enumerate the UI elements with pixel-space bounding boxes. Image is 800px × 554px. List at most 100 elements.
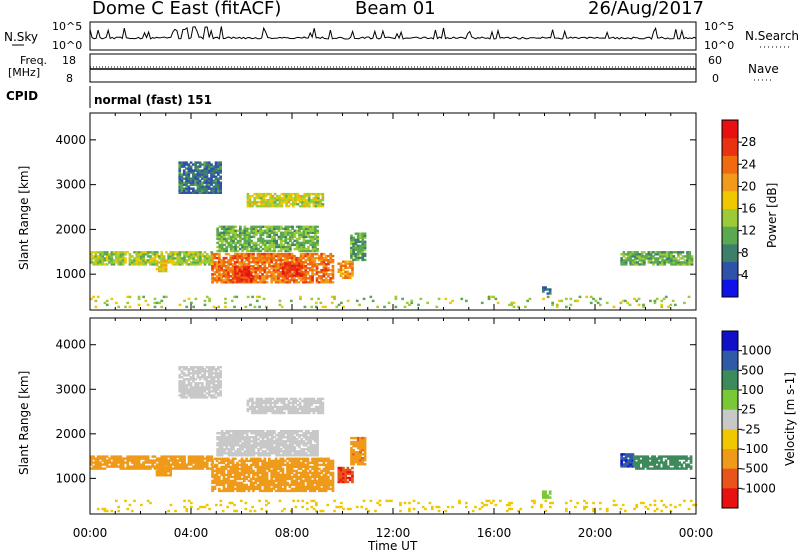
heatmap-cell — [299, 479, 303, 483]
heatmap-cell — [308, 254, 312, 258]
heatmap-cell — [196, 251, 200, 254]
heatmap-cell — [146, 261, 150, 264]
heatmap-cell — [180, 179, 184, 182]
heatmap-cell — [320, 279, 323, 282]
heatmap-cell — [638, 259, 642, 262]
power-colorbar-swatch — [722, 173, 738, 192]
heatmap-cell — [146, 465, 150, 468]
heatmap-cell — [313, 479, 317, 483]
heatmap-cell — [198, 171, 202, 174]
heatmap-cell — [218, 252, 221, 256]
heatmap-cell — [350, 240, 353, 243]
heatmap-cell — [214, 368, 218, 371]
heatmap-cell — [203, 177, 207, 180]
heatmap-cell — [303, 196, 307, 200]
heatmap-cell — [295, 489, 298, 493]
heatmap-cell — [124, 261, 127, 264]
heatmap-cell — [236, 245, 240, 249]
heatmap-cell — [218, 261, 221, 264]
heatmap-cell — [185, 177, 188, 180]
heatmap-cell — [160, 253, 164, 256]
heatmap-cell — [217, 376, 220, 379]
heatmap-cell — [302, 489, 305, 493]
heatmap-cell — [94, 251, 98, 254]
heatmap-cell — [251, 405, 254, 409]
heatmap-cell — [451, 299, 454, 303]
heatmap-cell — [304, 259, 308, 262]
heatmap-cell — [201, 463, 205, 466]
heatmap-cell — [637, 297, 641, 301]
heatmap-cell — [261, 239, 265, 243]
heatmap-cell — [241, 444, 244, 447]
heatmap-cell — [165, 295, 168, 299]
heatmap-cell — [291, 235, 294, 239]
heatmap-cell — [361, 234, 365, 237]
heatmap-cell — [229, 434, 233, 437]
heatmap-cell — [101, 457, 105, 460]
heatmap-cell — [356, 451, 360, 454]
heatmap-cell — [219, 372, 222, 375]
heatmap-cell — [261, 463, 264, 467]
heatmap-cell — [270, 477, 273, 481]
heatmap-cell — [288, 471, 292, 475]
heatmap-cell — [275, 245, 278, 249]
heatmap-cell — [298, 225, 301, 228]
heatmap-cell — [207, 380, 211, 383]
heatmap-cell — [133, 261, 136, 264]
heatmap-cell — [207, 376, 211, 379]
heatmap-cell — [240, 465, 244, 469]
heatmap-cell — [324, 477, 328, 481]
heatmap-cell — [214, 390, 218, 393]
heatmap-cell — [233, 465, 237, 469]
heatmap-cell — [180, 372, 184, 375]
heatmap-cell — [231, 267, 235, 270]
heatmap-cell — [246, 192, 250, 196]
heatmap-cell — [270, 448, 274, 451]
heatmap-cell — [321, 397, 325, 401]
heatmap-cell — [183, 465, 186, 468]
heatmap-cell — [302, 436, 306, 439]
heatmap-cell — [198, 173, 202, 176]
heatmap-cell — [300, 452, 303, 455]
heatmap-cell — [225, 444, 228, 447]
heatmap-cell — [257, 430, 260, 433]
heatmap-cell — [245, 239, 249, 243]
heatmap-cell — [274, 279, 278, 282]
heatmap-cell — [203, 388, 207, 391]
heatmap-cell — [302, 461, 305, 465]
heatmap-cell — [304, 479, 308, 483]
heatmap-cell — [213, 475, 217, 479]
heatmap-cell — [135, 251, 139, 254]
heatmap-cell — [316, 231, 319, 234]
heatmap-cell — [350, 234, 353, 237]
heatmap-cell — [213, 469, 217, 473]
heatmap-cell — [183, 255, 186, 258]
heatmap-cell — [252, 256, 255, 260]
heatmap-cell — [192, 380, 195, 383]
heatmap-cell — [256, 256, 260, 260]
heatmap-cell — [310, 407, 313, 411]
heatmap-cell — [356, 463, 360, 466]
heatmap-cell — [277, 436, 281, 439]
heatmap-cell — [282, 192, 286, 196]
heatmap-cell — [115, 465, 118, 468]
heatmap-cell — [629, 255, 632, 258]
heatmap-cell — [394, 297, 398, 301]
heatmap-cell — [140, 259, 143, 262]
heatmap-cell — [306, 273, 310, 276]
heatmap-cell — [277, 275, 280, 278]
heatmap-cell — [212, 378, 216, 381]
heatmap-cell — [646, 465, 650, 468]
heatmap-cell — [296, 411, 300, 415]
heatmap-cell — [110, 463, 114, 466]
heatmap-cell — [277, 263, 280, 266]
heatmap-cell — [215, 269, 219, 272]
heatmap-cell — [215, 465, 219, 469]
heatmap-cell — [622, 259, 626, 262]
power-colorbar-swatch — [722, 190, 738, 209]
heatmap-cell — [187, 255, 191, 258]
heatmap-cell — [327, 261, 330, 264]
heatmap-cell — [265, 487, 269, 491]
heatmap-cell — [287, 411, 291, 415]
heatmap-cell — [266, 454, 269, 457]
